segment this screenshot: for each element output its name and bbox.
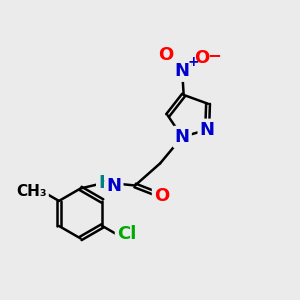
Text: O: O [154,187,169,205]
Text: N: N [175,128,190,146]
Text: N: N [106,177,122,195]
Text: +: + [188,55,199,69]
Text: Cl: Cl [117,225,136,243]
Text: O: O [158,46,174,64]
Text: N: N [200,121,215,139]
Text: O: O [194,49,209,67]
Text: H: H [98,173,113,191]
Text: CH₃: CH₃ [16,184,47,199]
Text: −: − [207,46,220,64]
Text: N: N [175,62,190,80]
